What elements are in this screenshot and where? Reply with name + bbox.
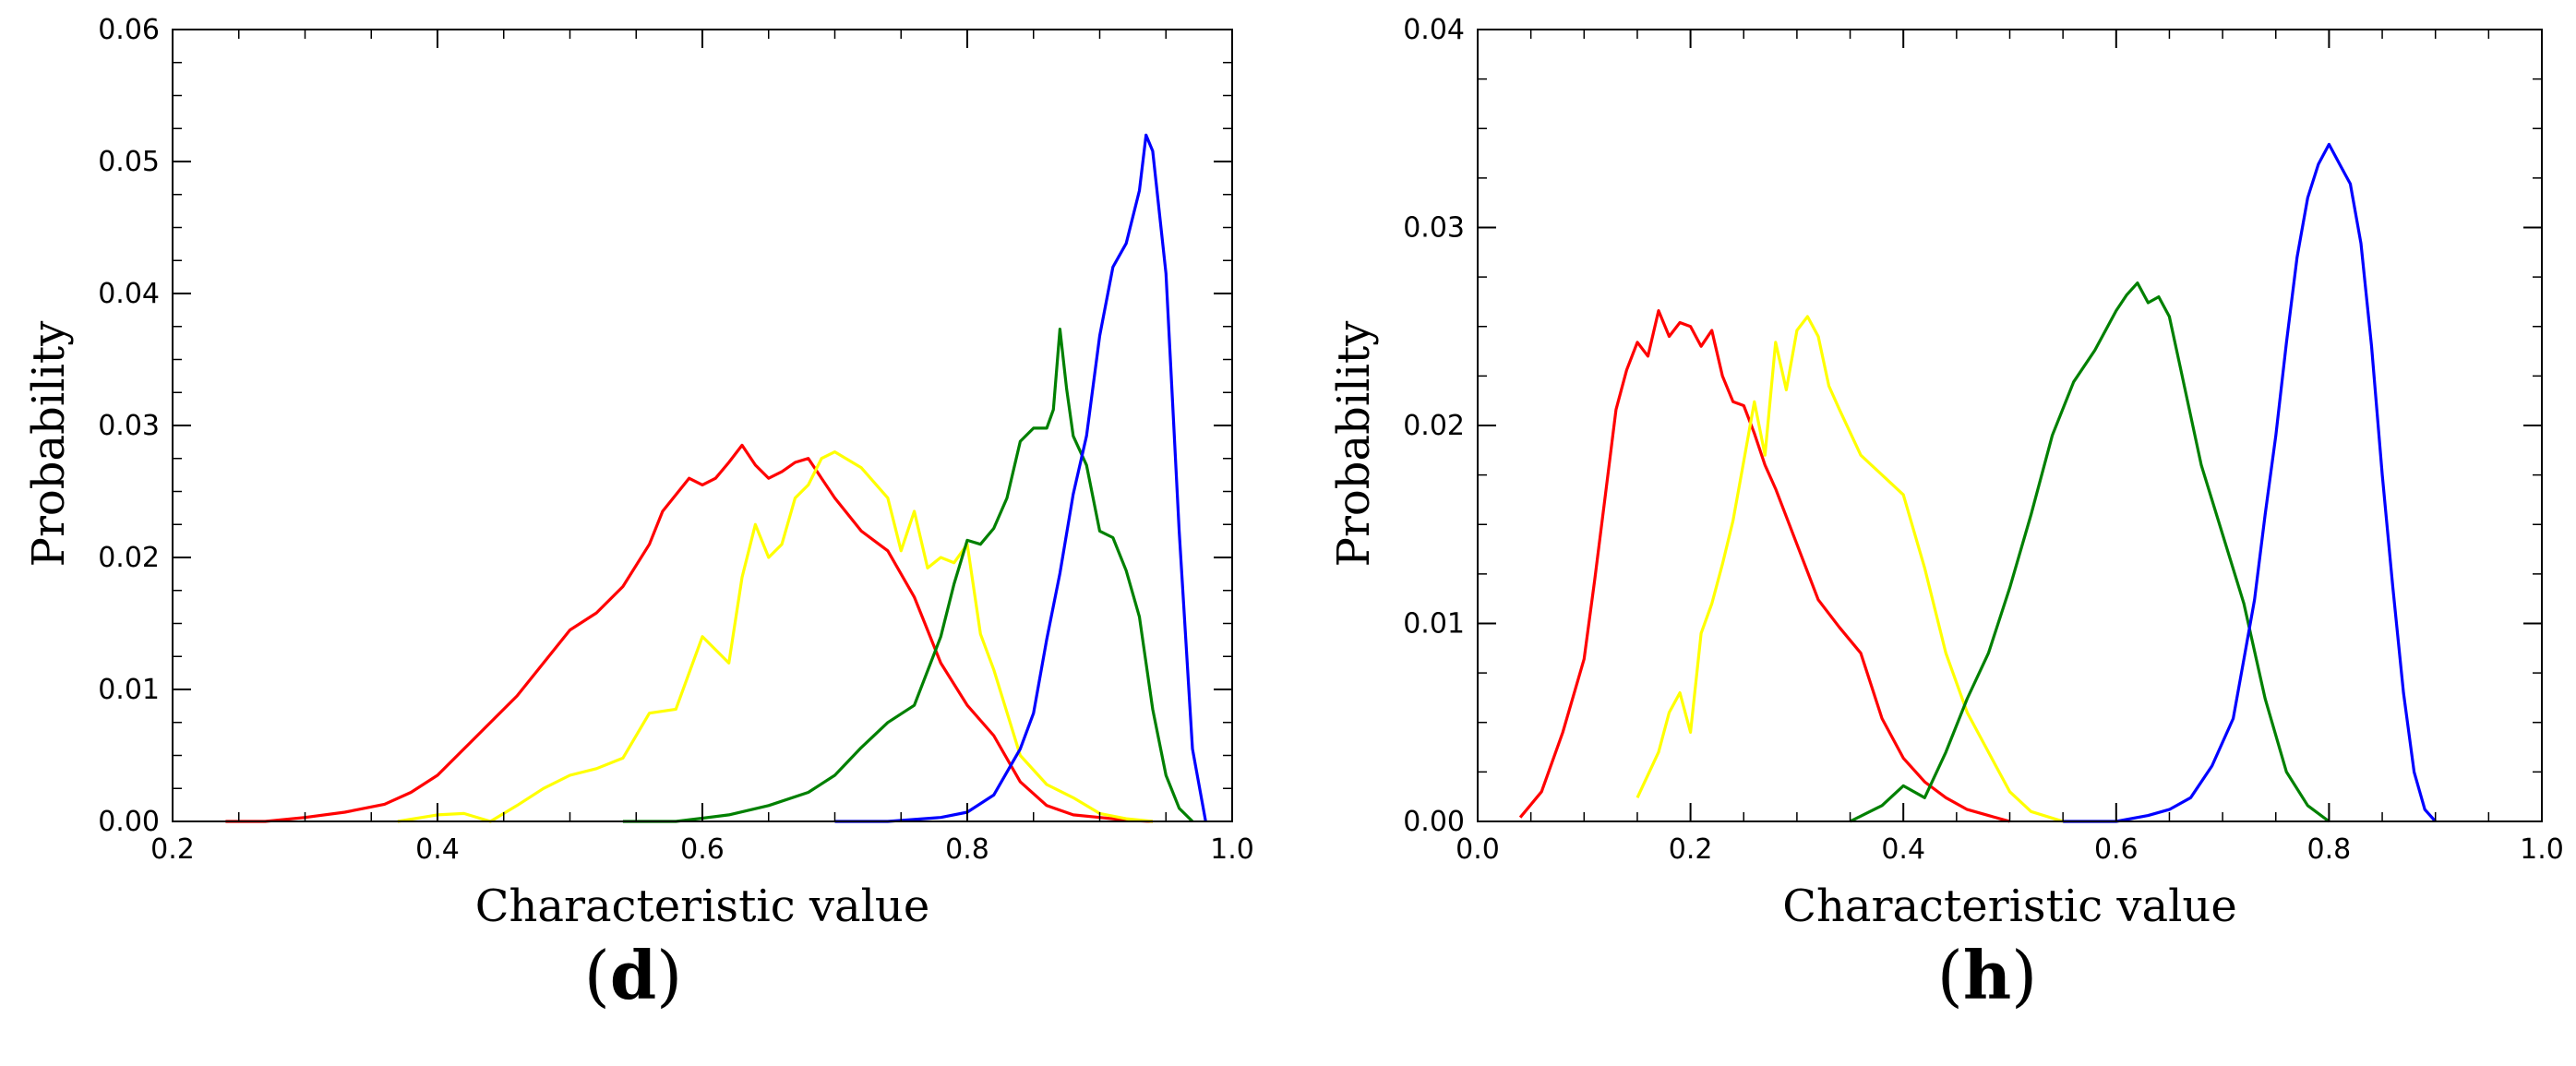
x-axis-title: Characteristic value [1782,880,2237,932]
y-tick-label: 0.04 [98,278,160,310]
series-line-red [1518,309,2010,823]
series-line-blue [834,133,1207,823]
y-tick-label: 0.01 [98,674,160,706]
panel-label: (h) [1937,936,2038,1014]
x-tick-label: 1.0 [1210,833,1254,866]
series-line-red [225,443,1153,823]
y-tick-label: 0.04 [1403,14,1465,46]
y-tick-label: 0.05 [98,146,160,178]
x-tick-label: 0.4 [1881,833,1925,866]
x-tick-label: 0.8 [2307,833,2352,866]
y-tick-label: 0.06 [98,14,160,46]
plot-frame [1477,29,2543,822]
series-line-yellow [397,450,1154,823]
y-axis-title: Probability [23,321,75,568]
y-tick-label: 0.03 [1403,212,1465,245]
x-tick-label: 0.4 [415,833,460,866]
x-tick-label: 0.2 [150,833,195,866]
series-line-yellow [1635,315,2064,823]
y-tick-label: 0.00 [1403,806,1465,838]
y-tick-label: 0.01 [1403,608,1465,641]
y-tick-label: 0.02 [1403,410,1465,442]
x-tick-label: 0.6 [2094,833,2139,866]
x-tick-label: 0.6 [680,833,725,866]
series-line-green [622,328,1194,823]
x-tick-label: 1.0 [2520,833,2564,866]
y-tick-label: 0.02 [98,542,160,574]
y-axis-title: Probability [1328,321,1380,568]
x-axis-title: Characteristic value [475,880,930,932]
chart-panel-d: 0.2 0.4 0.6 0.8 1.0 0.00 0.01 0.02 0.03 0.04 0.05 0… [23,14,1254,1014]
series-line-green [1849,281,2330,823]
y-tick-label: 0.00 [98,806,160,838]
x-tick-label: 0.8 [945,833,989,866]
x-tick-label: 0.2 [1669,833,1713,866]
series-line-blue [2063,142,2437,823]
y-tick-label: 0.03 [98,410,160,442]
panel-label: (d) [584,936,683,1014]
chart-panel-h: 0.0 0.2 0.4 0.6 0.8 1.0 0.00 0.01 0.02 0.03 0.04 Ch… [1328,14,2564,1014]
x-tick-label: 0.0 [1456,833,1500,866]
